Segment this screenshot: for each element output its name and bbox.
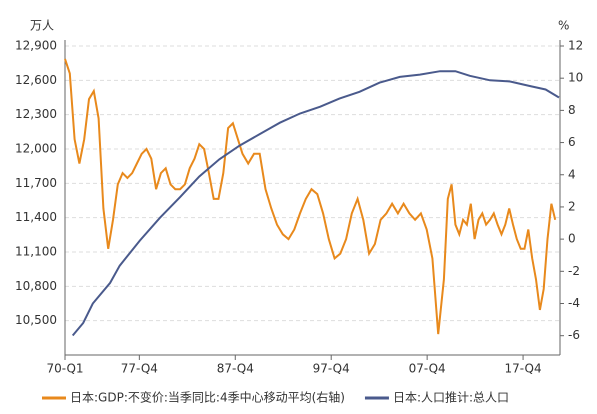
- y2-tick-label: 2: [568, 199, 576, 213]
- y-tick-label: 11,100: [15, 245, 57, 259]
- x-tick-label: 70-Q1: [46, 362, 83, 376]
- y2-tick-label: 0: [568, 232, 576, 246]
- y-unit-label: 万人: [30, 19, 54, 33]
- x-tick-label: 17-Q4: [505, 362, 542, 376]
- y-tick-label: 12,000: [15, 142, 57, 156]
- y-tick-label: 11,400: [15, 210, 57, 224]
- x-tick-label: 77-Q4: [121, 362, 158, 376]
- y2-tick-label: -2: [568, 264, 580, 278]
- y2-tick-label: 6: [568, 135, 576, 149]
- x-tick-label: 87-Q4: [217, 362, 254, 376]
- y2-tick-label: 12: [568, 39, 583, 53]
- y2-tick-label: -4: [568, 296, 580, 310]
- y2-tick-label: -6: [568, 328, 580, 342]
- y-tick-label: 10,500: [15, 313, 57, 327]
- y-tick-label: 11,700: [15, 176, 57, 190]
- y-tick-label: 12,900: [15, 39, 57, 53]
- y2-tick-label: 8: [568, 103, 576, 117]
- y-tick-label: 12,300: [15, 107, 57, 121]
- legend-label: 日本:人口推计:总人口: [393, 391, 509, 405]
- series-line: [71, 70, 560, 337]
- y2-unit-label: %: [558, 19, 569, 33]
- x-tick-label: 97-Q4: [313, 362, 350, 376]
- x-tick-label: 07-Q4: [409, 362, 446, 376]
- y-tick-label: 12,600: [15, 73, 57, 87]
- y2-tick-label: 10: [568, 71, 583, 85]
- y-tick-label: 10,800: [15, 279, 57, 293]
- y2-tick-label: 4: [568, 167, 576, 181]
- legend-label: 日本:GDP:不变价:当季同比:4季中心移动平均(右轴): [70, 390, 345, 405]
- series-line: [64, 58, 557, 335]
